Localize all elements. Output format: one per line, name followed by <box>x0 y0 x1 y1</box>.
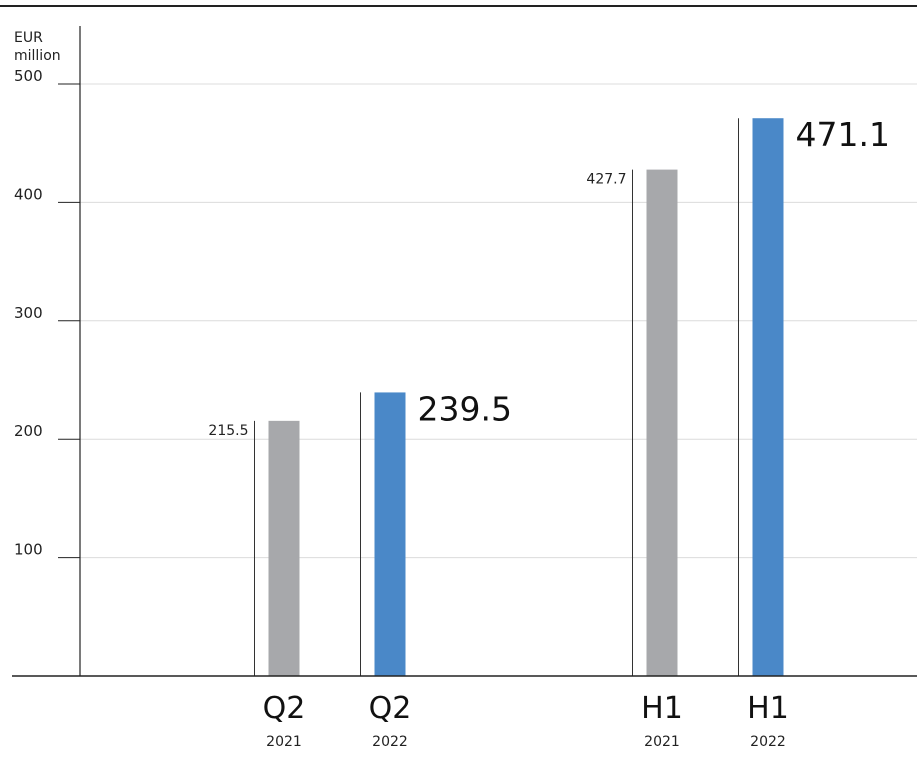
y-unit-label-line2: million <box>14 48 61 64</box>
y-tick-label: 100 <box>14 541 43 559</box>
bar-value-label: 471.1 <box>796 115 890 154</box>
bar <box>752 118 784 677</box>
y-tick-label: 300 <box>14 304 43 322</box>
x-year-label: 2022 <box>372 734 408 750</box>
x-year-label: 2021 <box>644 734 680 750</box>
gridlines <box>80 83 917 559</box>
y-tick-label: 500 <box>14 67 43 85</box>
y-tick-label: 400 <box>14 185 43 203</box>
x-category-label: H1 <box>747 691 789 726</box>
y-axis-ticks: 100 200 300 400 500 <box>14 67 80 559</box>
bar <box>646 169 678 676</box>
bar-value-label: 215.5 <box>208 423 248 439</box>
x-category-label: H1 <box>641 691 683 726</box>
bar-value-label: 427.7 <box>586 172 626 188</box>
bars <box>268 118 784 677</box>
x-category-label: Q2 <box>369 691 412 726</box>
x-year-label: 2021 <box>266 734 302 750</box>
bar-value-label: 239.5 <box>418 389 512 428</box>
y-unit-label-line1: EUR <box>14 30 43 46</box>
bar <box>268 420 300 676</box>
bar <box>374 392 406 676</box>
x-category-label: Q2 <box>263 691 306 726</box>
x-year-label: 2022 <box>750 734 786 750</box>
bar-labels: 215.5 Q2 2021 239.5 Q2 2022 427.7 H1 2021 471.1 H1… <box>208 115 890 750</box>
y-tick-label: 200 <box>14 422 43 440</box>
